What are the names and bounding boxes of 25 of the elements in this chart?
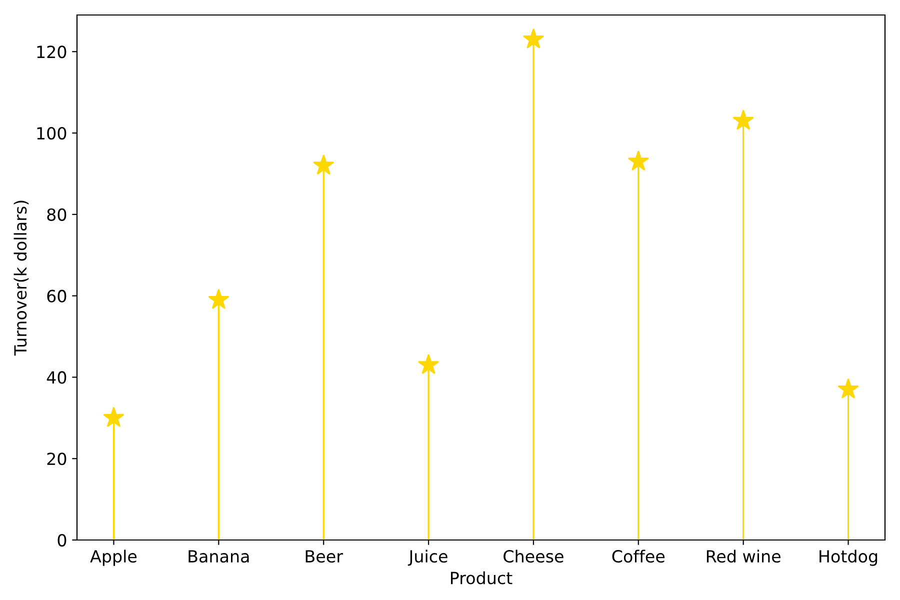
x-tick-label: Juice: [408, 550, 448, 566]
y-tick-label: 80: [47, 208, 66, 221]
y-tick-label: 20: [47, 452, 66, 466]
x-tick-label: Coffee: [612, 550, 665, 563]
x-tick-label: Banana: [188, 550, 249, 563]
point: [312, 154, 334, 175]
x-tick-label: Beer: [306, 550, 343, 563]
x-tick-label: Red wine: [706, 550, 780, 563]
point: [418, 354, 440, 374]
point: [103, 406, 124, 428]
x-tick-label: Cheese: [504, 550, 564, 563]
y-tick-label: 60: [47, 290, 66, 302]
x-axis-title: Product: [451, 571, 512, 584]
x-tick-label: Apple: [90, 550, 137, 566]
y-tick-label: 100: [37, 126, 66, 140]
y-tick-label: 120: [37, 46, 66, 58]
point: [522, 28, 544, 49]
y-tick-label: 40: [46, 371, 66, 384]
point: [732, 110, 754, 130]
x-tick-label: Hotdog: [820, 550, 878, 566]
point: [838, 378, 859, 399]
point: [208, 288, 230, 310]
y-axis-title: Turnover(k dollars): [14, 200, 29, 356]
point: [628, 150, 650, 171]
y-tick-label: 0: [58, 534, 66, 547]
